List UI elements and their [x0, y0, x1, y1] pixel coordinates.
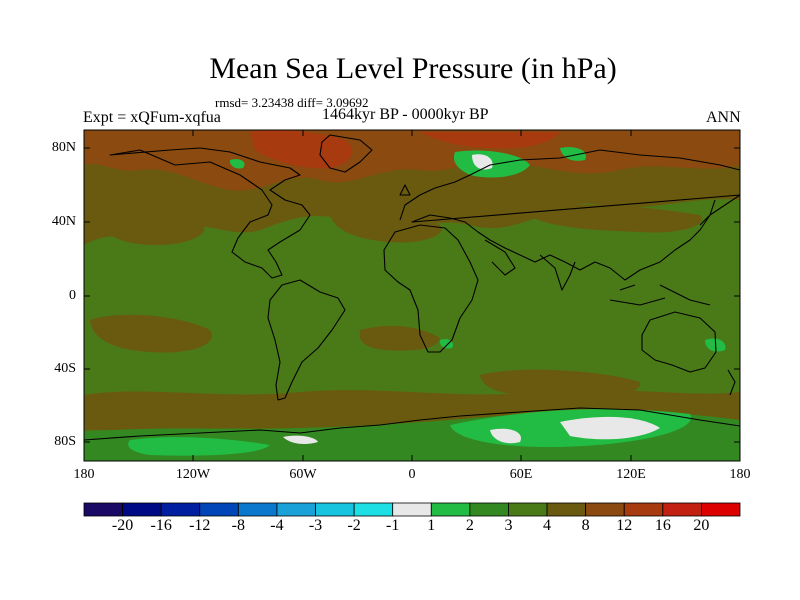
lon-label-0: 0 — [408, 467, 416, 482]
coast-australia — [641, 311, 717, 373]
lon-label-60e: 60E — [509, 467, 533, 482]
colorbar-label: -4 — [270, 517, 284, 534]
colorbar-swatch — [546, 502, 587, 517]
lat-label-80s: 80S — [54, 434, 76, 449]
arctic-bright-spot — [560, 147, 586, 161]
stats-line: rmsd= 3.23438 diff= 3.09692 — [215, 95, 369, 110]
colorbar-label: 16 — [654, 517, 671, 534]
colorbar-label: 4 — [543, 517, 552, 534]
season-label: ANN — [706, 109, 741, 126]
lon-label-120w: 120W — [175, 467, 211, 482]
south-pacific-high — [90, 314, 212, 353]
antarctic-white-1 — [560, 416, 660, 440]
colorbar-label: 2 — [465, 517, 474, 534]
north-brown-core — [84, 130, 740, 191]
antarctic-white-3 — [283, 435, 318, 445]
colorbar-label: -20 — [111, 517, 134, 534]
colorbar-label: -16 — [150, 517, 172, 534]
colorbar-swatch — [662, 502, 702, 517]
coast-eurasia — [399, 149, 741, 281]
lat-label-40n: 40N — [51, 214, 76, 229]
coast-antarctica — [83, 407, 741, 441]
colorbar-swatch — [623, 502, 664, 517]
colorbar-swatch — [392, 502, 432, 517]
nw-bright-spot — [229, 159, 245, 169]
colorbar-swatch — [237, 502, 278, 517]
coast-greenland — [319, 134, 373, 173]
colorbar-swatch — [276, 502, 316, 517]
asia-high — [520, 204, 702, 233]
antarctic-white-2 — [490, 428, 521, 444]
colorbar-swatch — [701, 502, 741, 517]
colorbar-swatch — [160, 502, 201, 517]
colorbar-label: -8 — [231, 517, 245, 534]
lon-label-120e: 120E — [616, 467, 646, 482]
coast-south-america — [267, 279, 346, 401]
coast-indonesia — [609, 284, 711, 306]
lat-label-40s: 40S — [54, 361, 76, 376]
colorbar-label: 20 — [693, 517, 710, 534]
lat-label-80n: 80N — [51, 140, 76, 155]
colorbar-label: 8 — [581, 517, 590, 534]
experiment-label: Expt = xQFum-xqfua — [83, 109, 221, 126]
colorbar-swatch — [199, 502, 239, 517]
colorbar-label: 3 — [504, 517, 513, 534]
lat-label-0: 0 — [69, 288, 76, 303]
coast-arabia-india — [484, 239, 576, 291]
colorbar-swatch — [315, 502, 355, 517]
atlantic-high — [330, 211, 442, 243]
coast-uk — [399, 184, 411, 196]
colorbar-label: -2 — [347, 517, 361, 534]
colorbar-swatch — [83, 502, 123, 517]
arctic-red — [420, 132, 560, 149]
npacific-high — [95, 209, 205, 246]
coast-new-zealand — [727, 369, 736, 396]
coast-japan — [699, 199, 716, 226]
antarctic-bright-1 — [128, 437, 270, 456]
colorbar-swatch — [122, 502, 162, 517]
colorbar-label: -3 — [308, 517, 323, 534]
colorbar-label: 12 — [616, 517, 633, 534]
colorbar-swatch — [353, 502, 394, 517]
eurasia-white — [472, 154, 493, 170]
lon-label-60w: 60W — [289, 467, 317, 482]
coastlines — [83, 134, 741, 441]
colorbar-label: -12 — [189, 517, 211, 534]
map-ticks — [84, 130, 740, 461]
colorbar-swatch — [469, 502, 509, 517]
coast-africa — [383, 224, 479, 353]
map-title: Mean Sea Level Pressure (in hPa) — [209, 52, 617, 85]
greenland-red — [250, 130, 353, 169]
period-label: 1464kyr BP - 0000kyr BP — [322, 106, 489, 123]
lon-label-180e: 180 — [729, 467, 751, 482]
colorbar-swatch — [585, 502, 625, 517]
colorbar-swatch — [430, 502, 471, 517]
colorbar-swatch — [508, 502, 548, 517]
colorbar-label: -1 — [386, 517, 400, 534]
coast-north-america — [109, 147, 311, 279]
lon-label-180w: 180 — [73, 467, 95, 482]
colorbar-label: 1 — [427, 517, 436, 534]
